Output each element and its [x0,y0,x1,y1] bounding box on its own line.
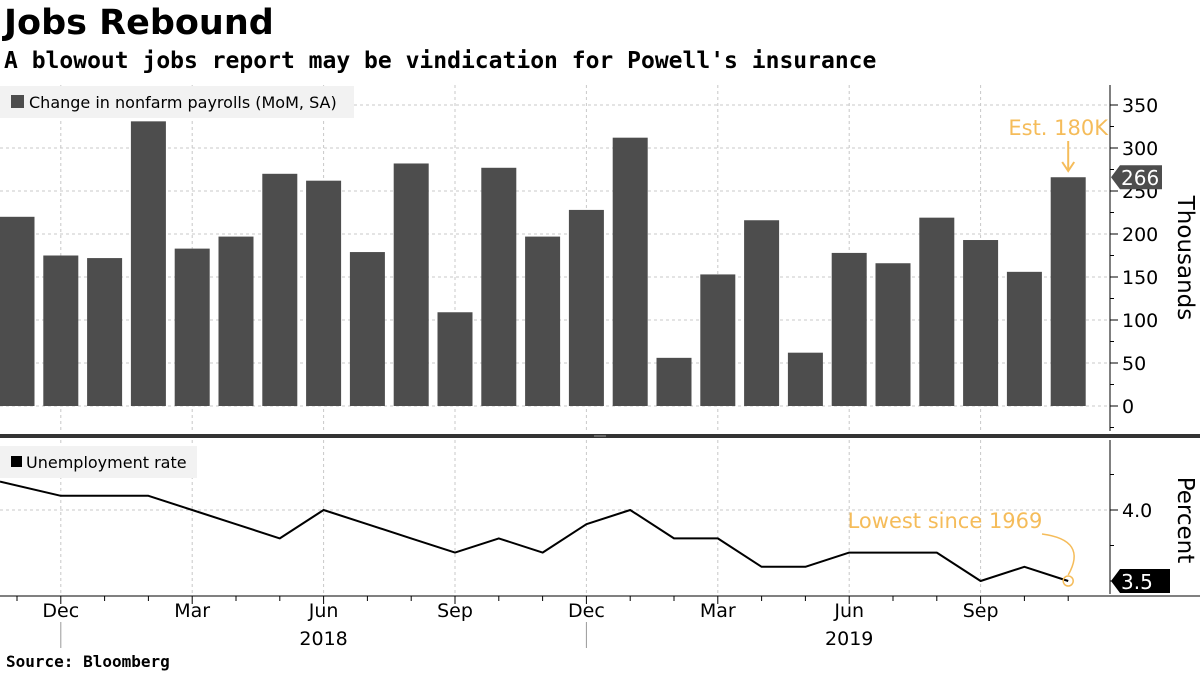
unemployment-series [0,480,1069,582]
annotation-lowest: Lowest since 1969 [848,509,1043,533]
payroll-bar [262,173,298,406]
payroll-bar [218,236,254,406]
payroll-bar [568,209,604,406]
xtick-label-month: Jun [833,600,864,622]
payroll-bar [437,312,473,406]
payroll-bar [744,220,780,406]
xtick-label-month: Dec [568,600,605,622]
payroll-bar [1006,271,1042,406]
annotations: 266 3.5 Est. 180K Lowest since 1969 [848,116,1170,594]
xtick-label-month: Jun [308,600,339,622]
ytick-label-payrolls: 150 [1122,267,1158,289]
annotation-marker [1062,575,1074,587]
payroll-bars [0,121,1086,406]
annotation-connector [1041,533,1075,576]
ytick-label-payrolls: 200 [1122,224,1158,246]
ytick-label-payrolls: 350 [1122,95,1158,117]
payroll-bar [393,163,429,406]
xtick-label-month: Sep [437,600,473,622]
legend-payrolls-swatch [11,95,24,108]
xtick-label-month: Mar [174,600,210,622]
payroll-bar [349,252,385,406]
last-value-label-payrolls: 266 [1121,166,1159,190]
ytick-label-payrolls: 300 [1122,138,1158,160]
payroll-bar [525,236,561,406]
ytick-label-payrolls: 100 [1122,310,1158,332]
payroll-bar [87,258,123,406]
payroll-bar [1050,177,1086,406]
ylabel-unemployment: Percent [1172,477,1198,564]
annotation-estimate: Est. 180K [1008,116,1109,140]
payroll-bar [875,263,911,406]
legend-payrolls-box [0,86,354,118]
payroll-bar [174,248,210,406]
source-note: Source: Bloomberg [6,652,170,671]
legend-unemployment: Unemployment rate [0,446,197,478]
last-value-tag-unemployment [1111,569,1170,593]
chart-subtitle: A blowout jobs report may be vindication… [4,48,877,74]
payroll-bar [787,352,823,406]
payroll-bar [612,137,648,406]
annotation-arrow-head [1061,161,1076,173]
chart-title: Jobs Rebound [4,3,274,43]
payroll-bar [306,180,342,406]
last-value-label-unemployment: 3.5 [1121,570,1153,594]
ytick-label-unemployment: 4.0 [1122,500,1152,522]
legend-unemployment-swatch [11,456,22,467]
payroll-bar [919,217,955,406]
legend-unemployment-label: Unemployment rate [26,453,187,472]
payroll-bar [700,274,736,406]
xtick-label-month: Mar [700,600,736,622]
xtick-label-month: Sep [963,600,999,622]
ytick-label-payrolls: 0 [1122,396,1134,418]
payroll-bar [656,357,692,406]
last-value-tag-payrolls [1111,165,1162,190]
payroll-bar [963,240,999,406]
ylabel-payrolls: Thousands [1172,195,1198,321]
legends: Change in nonfarm payrolls (MoM, SA) Unem… [0,86,354,478]
unemployment-line [0,480,1069,582]
ytick-label-payrolls: 50 [1122,353,1146,375]
legend-payrolls-label: Change in nonfarm payrolls (MoM, SA) [29,93,337,112]
payroll-bar [481,167,517,406]
legend-unemployment-box [0,446,197,478]
payroll-bar [130,121,166,406]
payroll-bar [43,255,79,406]
legend-payrolls: Change in nonfarm payrolls (MoM, SA) [0,86,354,118]
xtick-label-month: Dec [42,600,79,622]
xtick-label-year: 2019 [825,628,873,650]
xtick-label-year: 2018 [299,628,347,650]
payroll-bar [831,252,867,406]
payroll-bar [0,216,35,406]
